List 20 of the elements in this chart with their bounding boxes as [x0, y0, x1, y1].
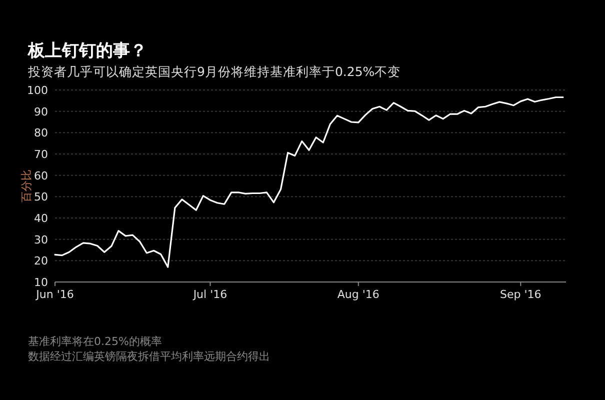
y-tick-label: 60 — [34, 169, 48, 182]
chart-title: 板上钉钉的事？ — [27, 41, 147, 61]
x-tick-label: Jun '16 — [35, 288, 74, 301]
y-tick-label: 10 — [34, 276, 48, 289]
text: 数据经过汇编英镑隔夜拆借平均利率远期合约得出 — [28, 350, 270, 363]
y-tick-label: 70 — [34, 148, 48, 161]
y-tick-label: 80 — [34, 126, 48, 140]
line-series — [54, 96, 564, 268]
y-tick-label: 100 — [27, 84, 48, 97]
y-tick-label: 90 — [34, 105, 48, 118]
y-tick-label: 30 — [34, 233, 48, 246]
y-tick-label: 20 — [34, 254, 48, 268]
x-tick-label: Jul '16 — [192, 288, 228, 301]
y-tick-label: 50 — [34, 190, 48, 204]
chart-subtitle: 投资者几乎可以确定英国央行9月份将维持基准利率于0.25%不变 — [27, 64, 401, 79]
y-axis-title: 百分比 — [20, 170, 33, 202]
y-tick-label: 40 — [34, 212, 48, 225]
x-tick-label: Sep '16 — [500, 288, 542, 301]
text: 基准利率将在0.25%的概率 — [28, 335, 162, 348]
x-tick-label: Aug '16 — [337, 288, 380, 301]
